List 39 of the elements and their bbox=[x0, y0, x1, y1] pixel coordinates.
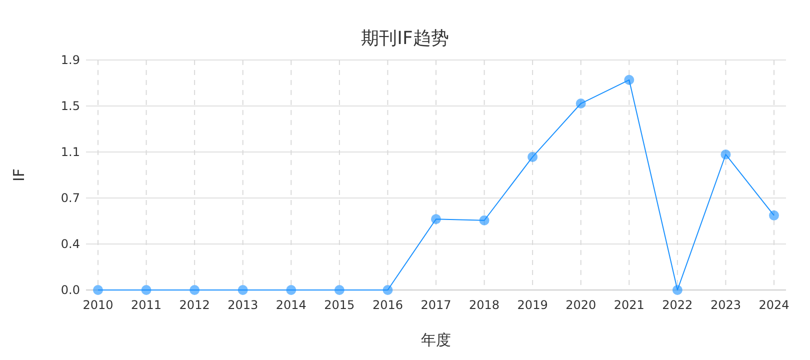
point bbox=[141, 285, 152, 295]
x-tick-label: 2018 bbox=[469, 298, 500, 312]
point bbox=[382, 285, 393, 295]
point bbox=[238, 285, 248, 295]
x-tick-label: 2024 bbox=[758, 298, 790, 312]
x-tick-label: 2017 bbox=[420, 298, 452, 312]
point bbox=[286, 285, 296, 295]
x-tick-label: 2012 bbox=[179, 298, 210, 312]
x-tick-label: 2011 bbox=[131, 298, 162, 312]
x-tick-label: 2015 bbox=[324, 298, 355, 312]
y-tick-label: 0.4 bbox=[60, 237, 80, 251]
x-tick-label: 2021 bbox=[614, 298, 644, 312]
x-axis-title: 年度 bbox=[421, 331, 451, 349]
point bbox=[528, 152, 538, 162]
point bbox=[576, 98, 586, 109]
point bbox=[672, 285, 682, 295]
x-tick-label: 2016 bbox=[372, 298, 403, 312]
point bbox=[720, 149, 731, 160]
point bbox=[431, 214, 441, 224]
y-tick-label: 0.0 bbox=[60, 283, 80, 297]
x-tick-label: 2010 bbox=[82, 298, 114, 312]
point bbox=[334, 285, 344, 295]
point bbox=[479, 215, 490, 226]
x-tick-label: 2023 bbox=[710, 298, 741, 312]
y-axis-title: IF bbox=[10, 168, 28, 182]
y-tick-label: 1.9 bbox=[60, 53, 80, 67]
chart-title: 期刊IF趋势 bbox=[361, 28, 449, 49]
x-tick-label: 2013 bbox=[228, 298, 258, 312]
point bbox=[93, 285, 103, 295]
point bbox=[769, 210, 779, 220]
y-tick-label: 1.5 bbox=[60, 99, 80, 113]
point bbox=[624, 74, 634, 85]
x-tick-label: 2019 bbox=[517, 298, 548, 312]
y-tick-label: 1.1 bbox=[60, 145, 80, 159]
y-tick-label: 0.7 bbox=[60, 191, 80, 205]
x-tick-label: 2022 bbox=[662, 298, 693, 312]
x-tick-label: 2020 bbox=[566, 298, 596, 312]
x-tick-label: 2014 bbox=[276, 298, 306, 312]
point bbox=[190, 285, 200, 295]
